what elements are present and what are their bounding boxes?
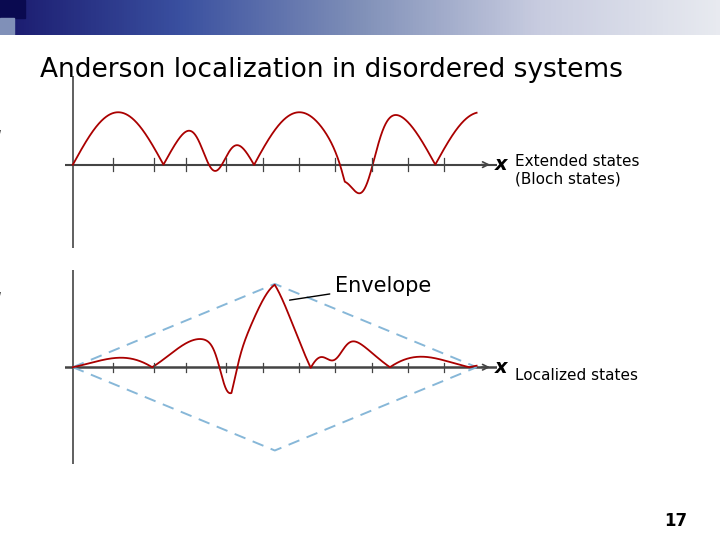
Bar	[0, 0, 25, 17]
Text: Localized states: Localized states	[515, 368, 638, 383]
Text: x: x	[495, 155, 508, 174]
Text: Envelope: Envelope	[289, 276, 431, 300]
Text: Anderson localization in disordered systems: Anderson localization in disordered syst…	[40, 57, 623, 83]
Bar	[0, 17, 14, 35]
Text: 17: 17	[665, 512, 688, 530]
Text: x: x	[495, 357, 508, 377]
Text: Extended states
(Bloch states): Extended states (Bloch states)	[515, 154, 639, 186]
